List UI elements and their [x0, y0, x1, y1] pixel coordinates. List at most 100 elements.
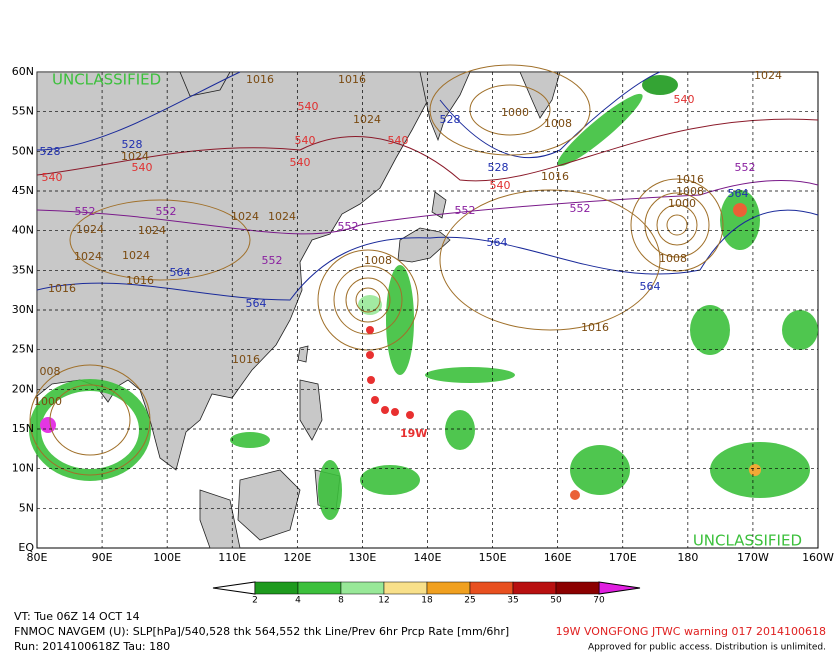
colorbar-label: 70 — [593, 596, 605, 606]
approval: Approved for public access. Distribution… — [588, 643, 826, 653]
contour-label: 552 — [156, 205, 177, 218]
lon-label: 160W — [802, 551, 834, 564]
contour-label: 1016 — [48, 282, 76, 295]
lon-label: 180 — [677, 551, 698, 564]
land — [36, 71, 561, 549]
lat-label: 40N — [12, 224, 34, 237]
contour-label: 1024 — [353, 113, 381, 126]
lat-label: 25N — [12, 343, 34, 356]
lon-label: 110E — [218, 551, 246, 564]
contour-label: 528 — [440, 113, 461, 126]
contour-label: 008 — [40, 365, 61, 378]
colorbar-label: 2 — [252, 596, 258, 606]
colorbar-label: 50 — [550, 596, 562, 606]
contour-label: 1008 — [676, 185, 704, 198]
contour-label: 552 — [262, 254, 283, 267]
colorbar-swatch — [512, 581, 557, 595]
colorbar-swatch — [383, 581, 428, 595]
lon-label: 100E — [153, 551, 181, 564]
colorbar-swatch — [254, 581, 299, 595]
colorbar-low-arrow — [212, 581, 256, 595]
lat-label: 50N — [12, 144, 34, 157]
contour-label: 540 — [295, 134, 316, 147]
contour-label: 540 — [42, 171, 63, 184]
warning-info: 19W VONGFONG JTWC warning 017 2014100618 — [556, 625, 826, 638]
colorbar-swatch — [469, 581, 514, 595]
lat-label: 15N — [12, 422, 34, 435]
run-info: Run: 2014100618Z Tau: 180 — [14, 640, 170, 653]
colorbar-label: 12 — [378, 596, 389, 606]
contour-label: 552 — [75, 205, 96, 218]
contour-label: 564 — [170, 266, 191, 279]
colorbar-label: 18 — [421, 596, 433, 606]
contour-label: 1000 — [501, 106, 529, 119]
contour-label: 540 — [290, 156, 311, 169]
lat-label: 60N — [12, 65, 34, 78]
contour-label: 1024 — [122, 249, 150, 262]
lat-label: 20N — [12, 382, 34, 395]
colorbar-swatch — [297, 581, 342, 595]
lat-label: 35N — [12, 263, 34, 276]
contour-label: 540 — [388, 134, 409, 147]
graticule — [37, 72, 818, 548]
colorbar-label: 8 — [338, 596, 344, 606]
lat-label: 55N — [12, 105, 34, 118]
storm-track — [366, 326, 414, 419]
contour-label: 1024 — [231, 210, 259, 223]
colorbar-swatch — [555, 581, 600, 595]
contours — [29, 64, 819, 476]
contour-label: 564 — [246, 297, 267, 310]
contour-label: 540 — [490, 179, 511, 192]
contour-label: 1024 — [754, 69, 782, 82]
labels: 60N 55N 50N 45N 40N 35N 30N 25N 20N 15N 10N 5N EQ80E… — [12, 65, 834, 564]
contour-label: 1024 — [76, 223, 104, 236]
lat-label: 10N — [12, 462, 34, 475]
colorbar-label: 25 — [464, 596, 475, 606]
contour-label: 540 — [674, 93, 695, 106]
colorbar-label: 4 — [295, 596, 301, 606]
contour-label: 1024 — [121, 150, 149, 163]
lon-label: 90E — [92, 551, 113, 564]
contour-label: 552 — [338, 220, 359, 233]
lon-label: 160E — [544, 551, 572, 564]
contour-label: 1016 — [541, 170, 569, 183]
contour-label: 528 — [488, 161, 509, 174]
storm-label: 19W — [400, 427, 427, 440]
contour-label: 1000 — [668, 197, 696, 210]
contour-label: 564 — [640, 280, 661, 293]
contour-label: 552 — [735, 161, 756, 174]
contour-label: 1008 — [544, 117, 572, 130]
precipitation — [29, 75, 818, 520]
contour-label: 552 — [570, 202, 591, 215]
colorbar-high-arrow — [598, 581, 641, 595]
contour-label: 1016 — [232, 353, 260, 366]
lat-label: 5N — [19, 501, 34, 514]
contour-label: 1008 — [364, 254, 392, 267]
contour-label: 1016 — [676, 173, 704, 186]
colorbar: 2 4 8 12 18 25 35 50 70 — [212, 581, 641, 606]
contour-label: 528 — [40, 145, 61, 158]
contour-label: 1016 — [126, 274, 154, 287]
contour-label: 540 — [298, 100, 319, 113]
contour-label: 564 — [487, 236, 508, 249]
model-info: FNMOC NAVGEM (U): SLP[hPa]/540,528 thk 5… — [14, 625, 509, 638]
lon-label: 80E — [27, 551, 48, 564]
colorbar-swatch — [340, 581, 385, 595]
lon-label: 170W — [737, 551, 769, 564]
contour-label: 1000 — [34, 395, 62, 408]
lon-label: 140E — [414, 551, 442, 564]
lon-label: 120E — [283, 551, 311, 564]
colorbar-label: 35 — [507, 596, 518, 606]
colorbar-swatch — [426, 581, 471, 595]
contour-label: 1024 — [138, 224, 166, 237]
contour-label: 1016 — [246, 73, 274, 86]
lat-label: 30N — [12, 303, 34, 316]
contour-label: 1016 — [338, 73, 366, 86]
lat-label: 45N — [12, 184, 34, 197]
lon-label: 150E — [479, 551, 507, 564]
contour-label: 1024 — [268, 210, 296, 223]
contour-label: 540 — [132, 161, 153, 174]
watermark: UNCLASSIFIED — [52, 71, 161, 89]
contour-label: 1024 — [74, 250, 102, 263]
